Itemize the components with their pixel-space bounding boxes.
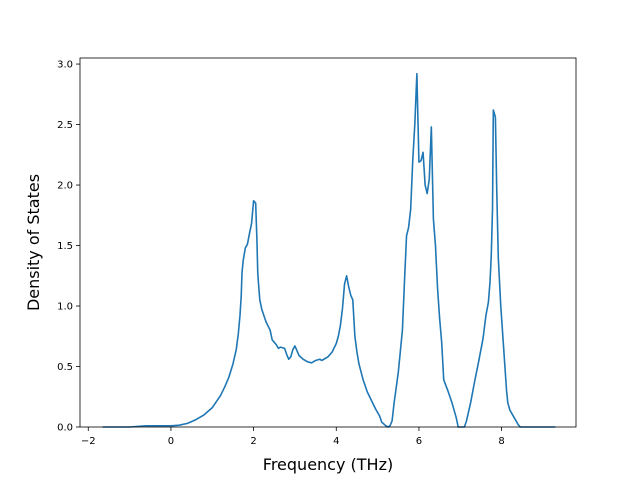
- dos-series-line-0: [102, 72, 556, 428]
- y-axis-label: Density of States: [24, 174, 43, 311]
- y-tick-label: 1.5: [57, 241, 73, 252]
- plot-frame: [79, 57, 577, 428]
- series-layer: [102, 72, 556, 428]
- y-tick-label: 0.0: [57, 423, 73, 434]
- y-tick-label: 2.5: [57, 120, 73, 131]
- y-axis: 0.0 0.5 1.0 1.5 2.0 2.5 3.0: [57, 60, 80, 434]
- x-tick-label: −2: [81, 436, 96, 447]
- plot-area-background: [80, 58, 576, 427]
- x-tick-label: 8: [498, 436, 504, 447]
- y-tick-label: 3.0: [57, 60, 73, 71]
- y-tick-label: 2.0: [57, 181, 73, 192]
- x-tick-label: 0: [168, 436, 174, 447]
- y-tick-label: 1.0: [57, 302, 73, 313]
- x-tick-label: 2: [250, 436, 256, 447]
- x-axis: −2 0 2 4 6 8: [81, 427, 505, 447]
- x-axis-label: Frequency (THz): [263, 455, 393, 474]
- y-tick-label: 0.5: [57, 362, 73, 373]
- x-tick-label: 6: [416, 436, 422, 447]
- x-tick-label: 4: [333, 436, 339, 447]
